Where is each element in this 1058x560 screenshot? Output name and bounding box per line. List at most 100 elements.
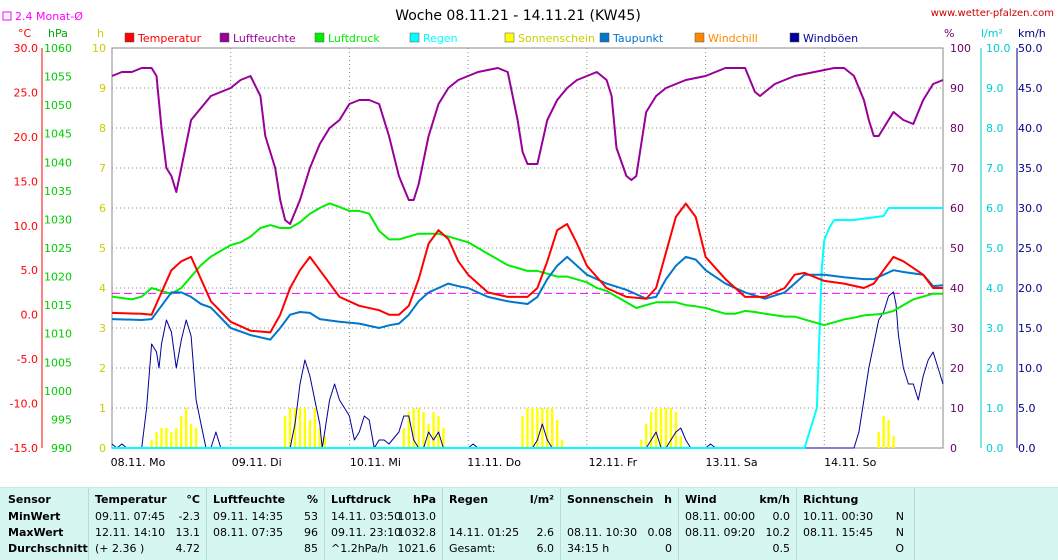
sunshine-bar	[283, 416, 287, 448]
sunshine-bar	[664, 408, 668, 448]
hours-tick-label: 4	[99, 282, 106, 295]
wind-max-val: 10.2	[765, 526, 791, 539]
sunshine-bar	[298, 408, 302, 448]
legend-label: Windchill	[708, 32, 758, 45]
legend-swatch	[124, 32, 135, 43]
source-link[interactable]: www.wetter-pfalzen.com	[931, 8, 1054, 19]
hpa-tick-label: 1020	[44, 271, 72, 284]
hpa-tick-label: 1005	[44, 356, 72, 369]
legend-label: Regen	[423, 32, 458, 45]
hours-tick-label: 8	[99, 122, 106, 135]
hpa-tick-label: 1000	[44, 385, 72, 398]
unit-wind: km/h	[1018, 27, 1046, 40]
sonne-avg-label: 34:15 h	[567, 542, 610, 555]
sunshine-bar	[308, 420, 312, 448]
temp-tick-label: -10.0	[10, 398, 38, 411]
hpa-tick-label: 1035	[44, 185, 72, 198]
sunshine-bar	[659, 408, 663, 448]
series-luftfeuchte-line	[111, 67, 944, 225]
sonne-unit: h	[664, 493, 672, 506]
richtung-avg-val: O	[895, 542, 904, 555]
legend-swatch	[694, 32, 705, 43]
rain-tick-label: 6.0	[986, 202, 1004, 215]
luftdruck-min-time: 14.11. 03:50	[331, 510, 402, 523]
temp-tick-label: 20.0	[14, 131, 39, 144]
luftdruck-avg-val: 1021.6	[397, 542, 437, 555]
sunshine-bar	[546, 408, 549, 448]
wind-tick-label: 20.0	[1018, 282, 1043, 295]
sunshine-bar	[150, 440, 153, 448]
hpa-tick-label: 1045	[44, 128, 72, 141]
sunshine-bar	[288, 408, 292, 448]
richtung-max-val: N	[895, 526, 904, 539]
stats-table: Sensor MinWert MaxWert Durchschnitt Temp…	[0, 487, 1058, 560]
x-tick-label: 10.11. Mi	[350, 456, 401, 469]
sunshine-bar	[526, 408, 529, 448]
weather-chart: Woche 08.11.21 - 14.11.21 (KW45) www.wet…	[2, 8, 1054, 469]
luftdruck-min-val: 1013.0	[397, 510, 437, 523]
hpa-tick-label: 1030	[44, 213, 72, 226]
temp-tick-label: 15.0	[14, 175, 39, 188]
sunshine-bar	[422, 412, 425, 448]
hpa-tick-label: 1060	[44, 42, 72, 55]
col-regen: Regen l/m² 14.11. 01:25 2.6 Gesamt: 6.0	[442, 488, 560, 560]
sunshine-bar	[531, 408, 534, 448]
col-sensor: Sensor MinWert MaxWert Durchschnitt	[0, 488, 88, 560]
richtung-min-time: 10.11. 00:30	[803, 510, 874, 523]
sunshine-bar	[313, 408, 317, 448]
sunshine-bar	[318, 428, 321, 448]
wind-header: Wind	[685, 493, 717, 506]
luftfeuchte-avg-val: 85	[304, 542, 318, 555]
legend-label: Luftdruck	[328, 32, 380, 45]
sunshine-bar	[442, 428, 445, 448]
hpa-tick-label: 1015	[44, 299, 72, 312]
sunshine-bar	[649, 412, 653, 448]
rain-tick-label: 4.0	[986, 282, 1004, 295]
sunshine-bar	[640, 440, 643, 448]
sunshine-bar	[521, 416, 524, 448]
col-richtung: Richtung 10.11. 00:30 N 08.11. 15:45 N O	[796, 488, 914, 560]
sonne-max-val: 0.08	[647, 526, 673, 539]
legend-swatch	[504, 32, 515, 43]
x-tick-label: 14.11. So	[824, 456, 876, 469]
sunshine-bar	[560, 440, 564, 448]
luftdruck-header: Luftdruck	[331, 493, 391, 506]
series-luftdruck-line	[111, 202, 943, 327]
legend-label: Temperatur	[137, 32, 202, 45]
wind-tick-label: 5.0	[1018, 402, 1036, 415]
wind-tick-label: 15.0	[1018, 322, 1043, 335]
luftfeuchte-min-val: 53	[304, 510, 318, 523]
chart-title: Woche 08.11.21 - 14.11.21 (KW45)	[395, 8, 641, 24]
sunshine-bar	[175, 428, 178, 448]
sunshine-bar	[645, 424, 648, 448]
rain-tick-label: 0.0	[986, 442, 1004, 455]
sunshine-bar	[541, 408, 544, 448]
wind-tick-label: 45.0	[1018, 82, 1043, 95]
wind-max-time: 08.11. 09:20	[685, 526, 756, 539]
regen-header: Regen	[449, 493, 489, 506]
sunshine-bar	[184, 408, 188, 448]
pct-tick-label: 100	[950, 42, 971, 55]
sonne-header: Sonnenschein	[567, 493, 654, 506]
pct-tick-label: 10	[950, 402, 964, 415]
wind-min-time: 08.11. 00:00	[685, 510, 756, 523]
legend-label: Sonnenschein	[518, 32, 595, 45]
temp-tick-label: 10.0	[14, 220, 39, 233]
regen-avg-val: 6.0	[536, 542, 555, 555]
sunshine-bar	[160, 428, 163, 448]
sunshine-bar	[303, 408, 307, 448]
sunshine-bar	[170, 432, 173, 448]
unit-rain: l/m²	[981, 27, 1003, 40]
col-wind: Wind km/h 08.11. 00:00 0.0 08.11. 09:20 …	[678, 488, 796, 560]
rain-tick-label: 2.0	[986, 362, 1004, 375]
wind-tick-label: 30.0	[1018, 202, 1043, 215]
hours-tick-label: 1	[99, 402, 106, 415]
rain-tick-label: 7.0	[986, 162, 1004, 175]
row-avg-label: Durchschnitt	[8, 542, 88, 555]
pct-tick-label: 80	[950, 122, 964, 135]
sunshine-bar	[892, 436, 895, 448]
pct-tick-label: 0	[950, 442, 957, 455]
avg-legend-swatch	[2, 11, 12, 21]
hpa-tick-label: 1040	[44, 156, 72, 169]
col-luftdruck: Luftdruck hPa 14.11. 03:50 1013.0 09.11.…	[324, 488, 442, 560]
